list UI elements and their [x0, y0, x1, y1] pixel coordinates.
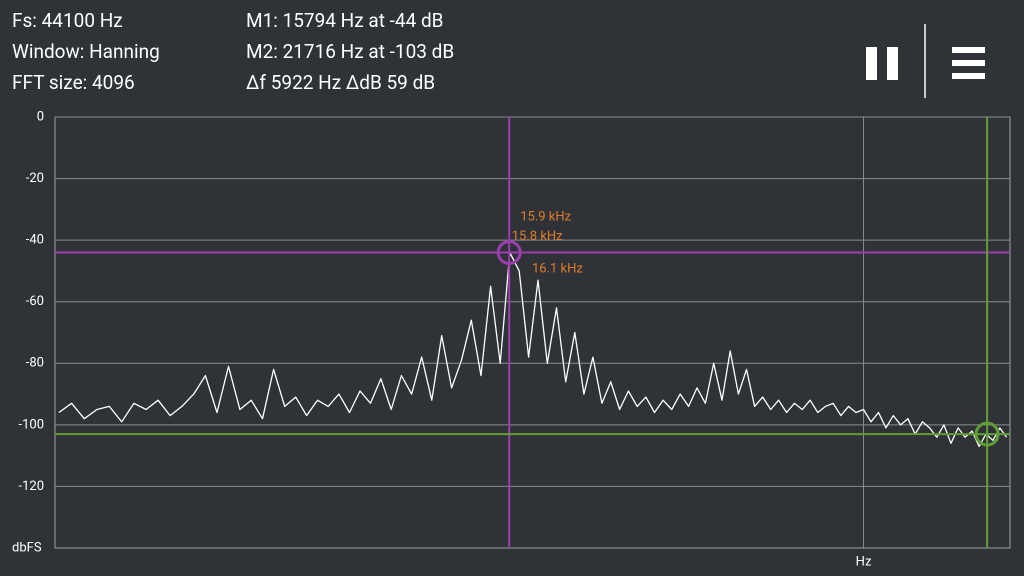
menu-button[interactable] — [952, 47, 985, 79]
delta-readout: Δf 5922 Hz ΔdB 59 dB — [246, 71, 435, 94]
fft-size: FFT size: 4096 — [12, 71, 135, 94]
x-axis-label: Hz — [856, 554, 872, 569]
sample-rate: Fs: 44100 Hz — [12, 9, 123, 32]
y-tick-label: -120 — [18, 479, 44, 494]
y-tick-label: -40 — [26, 233, 44, 248]
cursor-handle — [974, 421, 1000, 447]
marker-2-readout: M2: 21716 Hz at -103 dB — [246, 40, 454, 63]
pause-button[interactable] — [866, 47, 898, 80]
menu-bar — [952, 47, 985, 53]
spectrum-trace — [58, 251, 1008, 448]
peak-label: 15.9 kHz — [520, 209, 571, 224]
y-axis-label: dbFS — [12, 540, 42, 555]
pause-bar — [887, 47, 898, 80]
marker-1-readout: M1: 15794 Hz at -44 dB — [246, 9, 444, 32]
window-type: Window: Hanning — [12, 40, 160, 63]
y-tick-label: -80 — [26, 356, 44, 371]
menu-bar — [952, 73, 985, 79]
peak-label: 16.1 kHz — [532, 262, 583, 277]
y-tick-label: -20 — [26, 171, 44, 186]
y-tick-label: -60 — [26, 294, 44, 309]
y-tick-label: 0 — [37, 109, 44, 124]
pause-bar — [866, 47, 877, 80]
cursor-handle — [496, 239, 522, 265]
menu-bar — [952, 60, 985, 66]
peak-label: 15.8 kHz — [512, 229, 563, 244]
y-tick-label: -100 — [18, 417, 44, 432]
